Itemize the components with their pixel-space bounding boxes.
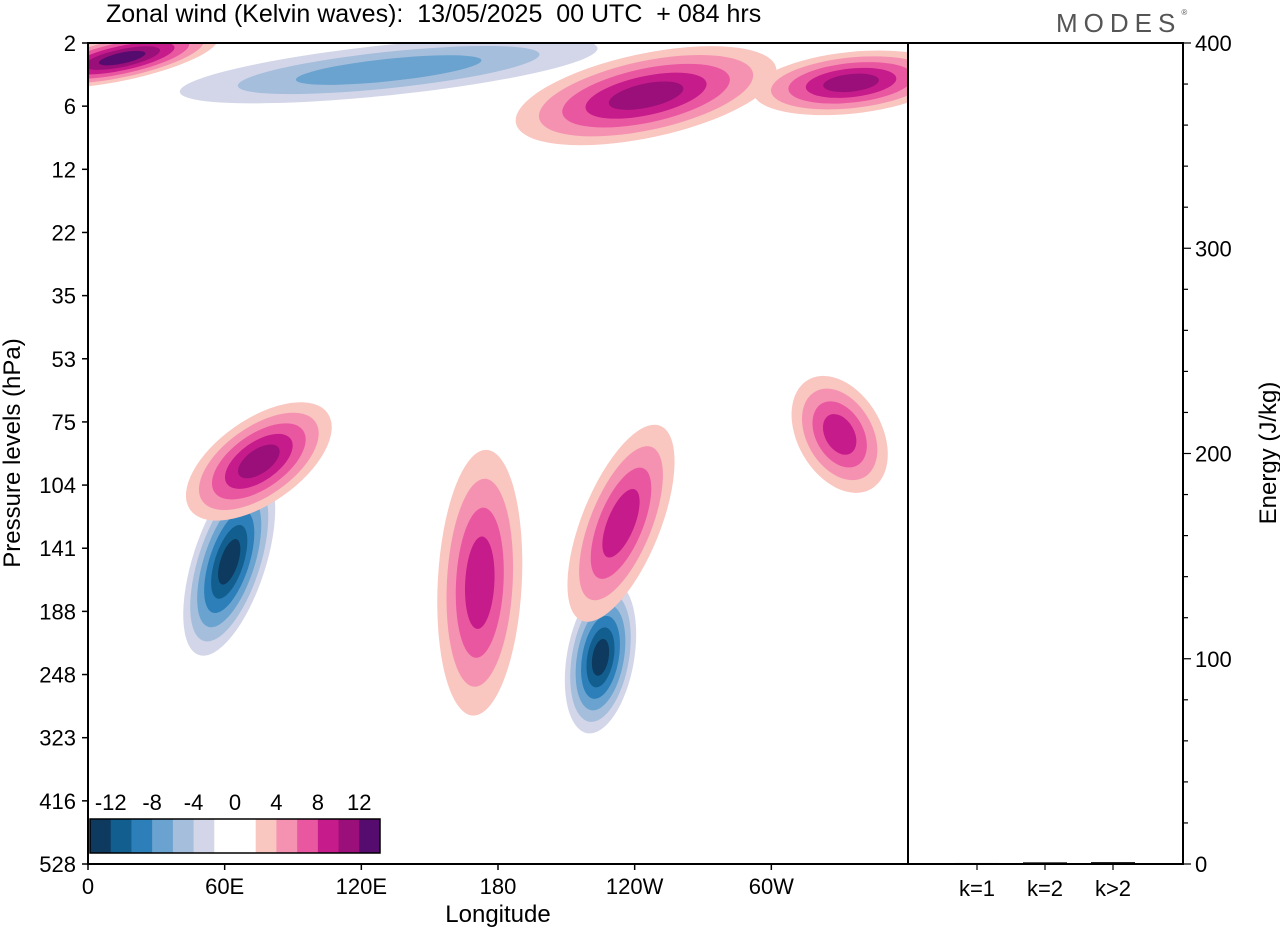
x-tick-label: 120W (606, 874, 664, 899)
y-tick-label: 6 (64, 94, 76, 119)
x-tick-label: 120E (336, 874, 387, 899)
energy-tick-label: 300 (1195, 236, 1232, 261)
y-tick-label: 188 (39, 599, 76, 624)
colorbar-swatch (193, 819, 215, 853)
colorbar-swatch (297, 819, 319, 853)
energy-bars: k=1 k=2 k>2 (955, 862, 1135, 901)
colorbar-label: 4 (270, 790, 282, 815)
y-tick-label: 22 (52, 220, 76, 245)
y-tick-label: 248 (39, 663, 76, 688)
x-axis: 0 60E 120E 180 120W 60W (82, 864, 794, 899)
colorbar-swatch (359, 819, 381, 853)
colorbar-swatch (110, 819, 132, 853)
colorbar-swatch (338, 819, 360, 853)
colorbar-swatch (317, 819, 340, 853)
energy-axis-label: Energy (J/kg) (1255, 382, 1280, 525)
energy-tick-label: 400 (1195, 31, 1232, 56)
energy-bar (1091, 862, 1135, 864)
y-tick-label: 323 (39, 726, 76, 751)
x-tick-label: 180 (480, 874, 517, 899)
colorbar-swatch (235, 819, 257, 853)
contour-band (238, 444, 280, 479)
contour-band (591, 638, 610, 676)
x-tick-label: 0 (82, 874, 94, 899)
x-tick-label: 60E (205, 874, 244, 899)
y-tick-label: 2 (64, 31, 76, 56)
colorbar: -12 -8 -4 0 4 8 12 (89, 790, 381, 854)
energy-bar (1023, 862, 1067, 864)
contour-band (822, 414, 857, 455)
colorbar-label: -8 (142, 790, 162, 815)
colorbar-label: 8 (312, 790, 324, 815)
energy-tick-label: 100 (1195, 647, 1232, 672)
colorbar-swatch (276, 819, 298, 853)
energy-category-label: k=1 (959, 876, 995, 901)
contour-band (602, 488, 640, 558)
y-tick-label: 104 (39, 473, 76, 498)
colorbar-label: 0 (229, 790, 241, 815)
y-tick-label: 12 (52, 157, 76, 182)
y-tick-label: 528 (39, 852, 76, 877)
energy-frame (907, 42, 1184, 865)
colorbar-swatch (214, 819, 236, 853)
contour-band (98, 50, 146, 66)
colorbar-swatch (131, 819, 153, 853)
energy-tick-label: 200 (1195, 442, 1232, 467)
y-tick-label: 75 (52, 410, 76, 435)
contour-field (88, 43, 908, 734)
contour-band (295, 55, 482, 85)
chart-title: Zonal wind (Kelvin waves): 13/05/2025 00… (106, 0, 762, 28)
brand-mark: ® (1181, 8, 1188, 17)
colorbar-swatch (90, 819, 112, 853)
contour-band (823, 73, 879, 93)
colorbar-label: -4 (184, 790, 204, 815)
brand-logo: MODES® (1056, 8, 1187, 39)
contour-band (464, 536, 495, 629)
energy-bar (955, 862, 999, 865)
y-tick-label: 53 (52, 347, 76, 372)
y-tick-label: 141 (39, 536, 76, 561)
energy-axis: 0 100 200 300 400 (1183, 31, 1232, 877)
colorbar-frame (89, 818, 381, 854)
colorbar-swatch (152, 819, 174, 853)
x-axis-label: Longitude (445, 901, 550, 928)
colorbar-label: -12 (95, 790, 127, 815)
energy-category-label: k=2 (1027, 876, 1063, 901)
y-tick-label: 416 (39, 789, 76, 814)
contour-band (218, 539, 241, 585)
colorbar-swatch (172, 819, 195, 853)
colorbar-label: 12 (347, 790, 371, 815)
y-axis: 2 6 12 22 35 53 75 104 141 188 248 323 416 528 (39, 31, 88, 877)
energy-category-label: k>2 (1095, 876, 1131, 901)
energy-tick-label: 0 (1195, 852, 1207, 877)
brand-text: MODES (1056, 8, 1182, 38)
x-tick-label: 60W (749, 874, 794, 899)
contour-band (608, 81, 684, 110)
colorbar-swatch (255, 819, 277, 853)
y-tick-label: 35 (52, 284, 76, 309)
y-axis-label: Pressure levels (hPa) (0, 338, 26, 567)
